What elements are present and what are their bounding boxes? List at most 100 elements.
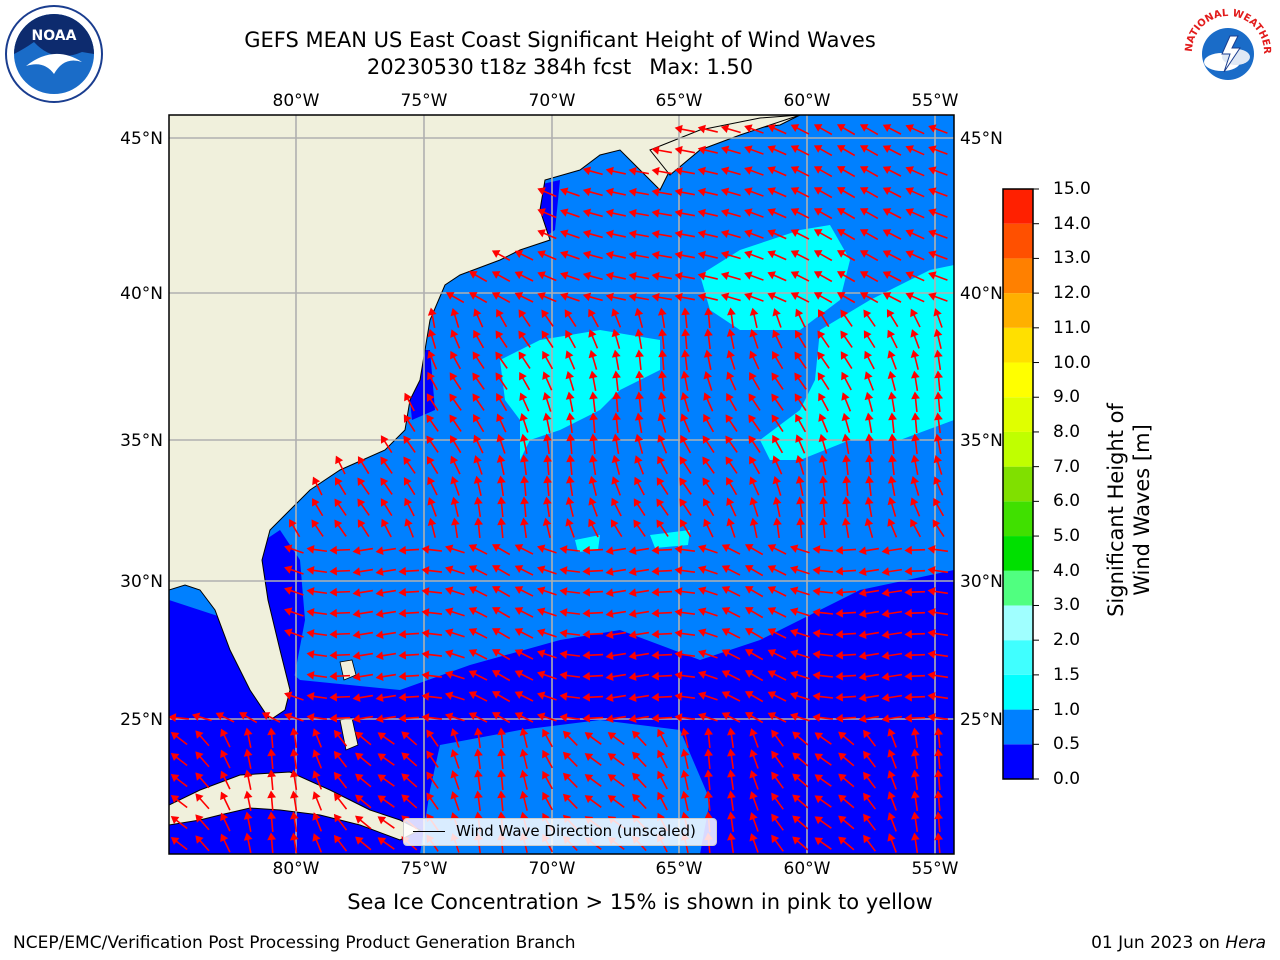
wind-wave-arrow xyxy=(704,328,713,350)
wind-wave-arrow xyxy=(859,292,879,304)
wind-wave-arrow xyxy=(582,187,603,197)
wind-wave-arrow xyxy=(329,587,351,597)
lon-tick-top: 70°W xyxy=(529,91,576,111)
wind-wave-arrow xyxy=(905,271,925,282)
wind-wave-arrow xyxy=(582,292,603,302)
wind-wave-arrow xyxy=(537,712,557,722)
wind-wave-arrow xyxy=(333,813,348,831)
wind-wave-arrow xyxy=(605,714,627,724)
wind-wave-arrow xyxy=(881,693,903,703)
wind-wave-arrow xyxy=(401,752,418,767)
wind-wave-arrow xyxy=(450,791,460,811)
wind-wave-arrow xyxy=(812,545,834,554)
wind-wave-arrow xyxy=(333,771,348,789)
wind-wave-arrow xyxy=(170,753,188,767)
colorbar-swatch xyxy=(1003,640,1033,675)
wind-wave-arrow xyxy=(697,145,718,155)
wind-wave-arrow xyxy=(377,795,395,808)
wind-wave-arrow xyxy=(726,350,736,370)
wind-wave-arrow xyxy=(537,229,557,240)
wind-wave-arrow xyxy=(450,770,460,790)
wind-wave-arrow xyxy=(888,433,898,455)
wind-wave-arrow xyxy=(514,628,534,639)
wind-wave-arrow xyxy=(749,476,760,496)
wind-wave-arrow xyxy=(911,832,920,854)
wind-wave-arrow xyxy=(380,456,393,474)
wind-wave-arrow xyxy=(582,713,604,723)
wind-wave-arrow xyxy=(169,713,190,722)
wind-wave-arrow xyxy=(928,208,948,218)
wind-wave-arrow xyxy=(634,476,645,496)
wind-wave-arrow xyxy=(284,544,304,554)
wind-wave-arrow xyxy=(674,545,696,554)
wind-wave-arrow xyxy=(887,391,897,413)
wind-wave-arrow xyxy=(329,566,351,576)
wind-wave-arrow xyxy=(812,566,834,575)
wind-wave-arrow xyxy=(910,349,920,370)
wind-wave-arrow xyxy=(628,588,650,598)
wind-wave-arrow xyxy=(727,832,736,854)
wind-wave-arrow xyxy=(772,329,783,349)
wind-wave-arrow xyxy=(817,309,830,328)
wind-wave-arrow xyxy=(468,712,488,723)
wind-wave-arrow xyxy=(910,497,921,517)
wind-wave-arrow xyxy=(335,455,346,475)
wind-wave-arrow xyxy=(928,187,948,197)
wind-wave-arrow xyxy=(215,712,235,723)
wind-wave-arrow xyxy=(289,811,299,833)
wind-wave-arrow xyxy=(497,769,506,791)
wind-wave-arrow xyxy=(491,649,511,661)
wind-wave-arrow xyxy=(657,391,667,412)
wind-wave-arrow xyxy=(375,588,397,598)
wind-wave-arrow xyxy=(491,670,511,682)
wind-wave-arrow xyxy=(819,517,828,539)
wind-wave-arrow xyxy=(928,271,948,281)
wind-wave-arrow xyxy=(468,670,488,681)
wind-wave-arrow xyxy=(628,187,649,197)
wind-wave-arrow xyxy=(767,145,787,156)
wind-wave-arrow xyxy=(377,816,395,829)
wind-wave-arrow xyxy=(559,671,581,680)
wind-wave-arrow xyxy=(635,349,644,371)
footer-date: 01 Jun 2023 on Hera xyxy=(1091,933,1266,953)
wind-wave-arrow xyxy=(767,250,787,261)
wind-wave-arrow xyxy=(767,607,787,618)
wind-wave-arrow xyxy=(612,391,622,413)
wind-wave-arrow xyxy=(628,672,650,682)
wind-wave-arrow xyxy=(881,630,903,640)
wind-wave-arrow xyxy=(497,475,506,497)
wind-wave-arrow xyxy=(744,607,764,619)
wind-wave-arrow xyxy=(792,815,809,830)
wind-wave-arrow xyxy=(375,609,397,619)
wind-wave-arrow xyxy=(927,608,949,617)
wind-wave-arrow xyxy=(680,413,691,433)
lat-tick-right: 30°N xyxy=(960,572,1003,592)
high-wave-patch-small xyxy=(575,535,600,552)
wind-wave-arrow xyxy=(748,435,761,453)
wind-wave-arrow xyxy=(403,435,416,453)
wind-wave-arrow xyxy=(559,650,581,659)
wind-wave-arrow xyxy=(628,693,650,703)
wind-wave-arrow xyxy=(702,477,715,495)
wind-wave-arrow xyxy=(721,670,741,681)
wind-wave-arrow xyxy=(887,791,897,811)
wind-wave-arrow xyxy=(582,608,604,618)
wind-wave-arrow xyxy=(721,712,741,723)
wind-wave-arrow xyxy=(588,497,598,517)
wind-wave-arrow xyxy=(841,517,851,539)
wind-wave-arrow xyxy=(749,329,759,349)
wind-wave-arrow xyxy=(674,229,695,239)
wind-wave-arrow xyxy=(727,769,736,791)
wind-wave-arrow xyxy=(749,307,759,328)
wind-wave-arrow xyxy=(864,496,874,517)
wind-wave-arrow xyxy=(651,292,673,302)
wind-wave-arrow xyxy=(633,519,646,537)
wind-wave-arrow xyxy=(537,565,557,575)
wind-wave-arrow xyxy=(771,372,784,390)
wind-wave-arrow xyxy=(632,772,647,789)
map-frame xyxy=(168,114,955,855)
wind-wave-arrow xyxy=(170,816,188,830)
wind-wave-arrow xyxy=(537,187,557,198)
wind-wave-arrow xyxy=(656,498,669,516)
wind-wave-arrow xyxy=(170,795,188,809)
